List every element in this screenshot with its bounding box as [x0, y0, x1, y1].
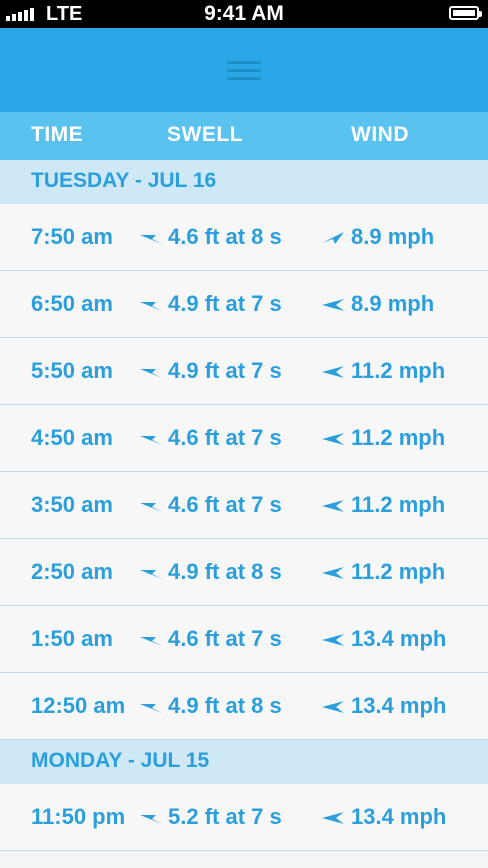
- status-time: 9:41 AM: [204, 2, 284, 25]
- row-time: 1:50 am: [31, 626, 113, 651]
- wind-direction-icon: [322, 634, 344, 646]
- row-swell: 4.6 ft at 7 s: [168, 492, 282, 517]
- day-header-label: TUESDAY - JUL 16: [31, 169, 217, 192]
- day-header-label: MONDAY - JUL 15: [31, 749, 210, 772]
- row-time: 3:50 am: [31, 492, 113, 517]
- swell-direction-icon: [140, 812, 162, 824]
- swell-direction-icon: [140, 500, 162, 512]
- battery-icon: [449, 6, 482, 20]
- column-header-wind: WIND: [351, 123, 409, 146]
- swell-direction-icon: [140, 567, 162, 579]
- column-header-swell: SWELL: [167, 123, 243, 146]
- row-swell: 4.6 ft at 7 s: [168, 425, 282, 450]
- wind-direction-icon: [322, 299, 344, 311]
- row-wind: 13.4 mph: [351, 804, 447, 829]
- swell-direction-icon: [140, 634, 162, 646]
- row-time: 5:50 am: [31, 358, 113, 383]
- row-wind: 11.2 mph: [351, 425, 446, 450]
- swell-direction-icon: [140, 232, 162, 244]
- forecast-row[interactable]: 12:50 am 4.9 ft at 8 s 13.4 mph: [0, 673, 488, 740]
- wind-direction-icon: [322, 500, 344, 512]
- forecast-list[interactable]: TUESDAY - JUL 16 7:50 am 4.6 ft at 8 s 8.9 …: [0, 160, 488, 851]
- row-swell: 4.6 ft at 8 s: [168, 224, 282, 249]
- forecast-row[interactable]: 2:50 am 4.9 ft at 8 s 11.2 mph: [0, 539, 488, 606]
- row-wind: 8.9 mph: [351, 291, 435, 316]
- row-time: 4:50 am: [31, 425, 113, 450]
- forecast-row[interactable]: 3:50 am 4.6 ft at 7 s 11.2 mph: [0, 472, 488, 539]
- swell-direction-icon: [140, 366, 162, 378]
- column-header-time: TIME: [31, 123, 84, 146]
- wind-direction-icon: [322, 701, 344, 713]
- day-header: MONDAY - JUL 15: [0, 740, 488, 784]
- forecast-row[interactable]: 11:50 pm 5.2 ft at 7 s 13.4 mph: [0, 784, 488, 851]
- row-wind: 11.2 mph: [351, 559, 446, 584]
- row-swell: 4.9 ft at 7 s: [168, 291, 282, 316]
- wind-direction-icon: [322, 567, 344, 579]
- row-swell: 4.9 ft at 7 s: [168, 358, 282, 383]
- row-wind: 11.2 mph: [351, 492, 446, 517]
- forecast-row[interactable]: 6:50 am 4.9 ft at 7 s 8.9 mph: [0, 271, 488, 338]
- wind-direction-icon: [322, 812, 344, 824]
- menu-icon[interactable]: [227, 61, 261, 81]
- forecast-row[interactable]: 4:50 am 4.6 ft at 7 s 11.2 mph: [0, 405, 488, 472]
- forecast-row[interactable]: 7:50 am 4.6 ft at 8 s 8.9 mph: [0, 204, 488, 271]
- wind-direction-icon: [322, 433, 344, 445]
- row-wind: 13.4 mph: [351, 626, 447, 651]
- row-swell: 4.9 ft at 8 s: [168, 559, 282, 584]
- row-swell: 4.9 ft at 8 s: [168, 693, 282, 718]
- forecast-row[interactable]: 5:50 am 4.9 ft at 7 s 11.2 mph: [0, 338, 488, 405]
- swell-direction-icon: [140, 701, 162, 713]
- row-swell: 5.2 ft at 7 s: [168, 804, 282, 829]
- wind-direction-icon: [322, 232, 344, 244]
- forecast-row[interactable]: 1:50 am 4.6 ft at 7 s 13.4 mph: [0, 606, 488, 673]
- row-time: 12:50 am: [31, 693, 126, 718]
- row-time: 2:50 am: [31, 559, 113, 584]
- status-bar: LTE 9:41 AM: [0, 0, 488, 28]
- row-swell: 4.6 ft at 7 s: [168, 626, 282, 651]
- wind-direction-icon: [322, 366, 344, 378]
- carrier-label: LTE: [46, 3, 83, 25]
- swell-direction-icon: [140, 433, 162, 445]
- row-time: 7:50 am: [31, 224, 113, 249]
- row-wind: 13.4 mph: [351, 693, 447, 718]
- row-wind: 11.2 mph: [351, 358, 446, 383]
- row-time: 6:50 am: [31, 291, 113, 316]
- column-headers: TIME SWELL WIND: [0, 112, 488, 160]
- day-header: TUESDAY - JUL 16: [0, 160, 488, 204]
- row-time: 11:50 pm: [31, 804, 126, 829]
- swell-direction-icon: [140, 299, 162, 311]
- row-wind: 8.9 mph: [351, 224, 435, 249]
